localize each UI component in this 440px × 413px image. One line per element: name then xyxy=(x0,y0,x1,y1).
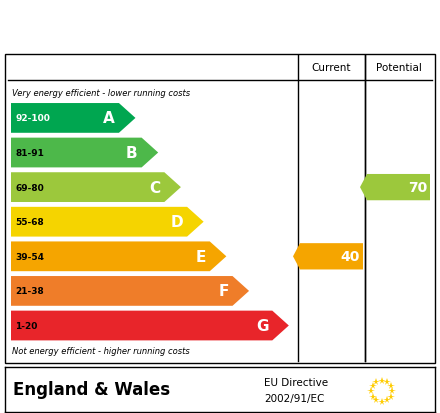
Text: 1-20: 1-20 xyxy=(15,321,37,330)
Text: 21-38: 21-38 xyxy=(15,287,44,296)
Text: 55-68: 55-68 xyxy=(15,218,44,227)
Text: England & Wales: England & Wales xyxy=(13,380,170,398)
Text: 69-80: 69-80 xyxy=(15,183,44,192)
Text: E: E xyxy=(195,249,206,264)
Text: Potential: Potential xyxy=(376,63,422,73)
Polygon shape xyxy=(11,242,226,271)
Polygon shape xyxy=(11,311,289,341)
Text: Not energy efficient - higher running costs: Not energy efficient - higher running co… xyxy=(12,346,190,355)
Text: F: F xyxy=(218,284,228,299)
Text: 70: 70 xyxy=(408,180,427,195)
Text: A: A xyxy=(103,111,115,126)
Text: C: C xyxy=(149,180,160,195)
Polygon shape xyxy=(293,244,363,270)
Text: 40: 40 xyxy=(341,250,360,263)
Polygon shape xyxy=(11,104,136,133)
Text: 92-100: 92-100 xyxy=(15,114,50,123)
Text: EU Directive: EU Directive xyxy=(264,377,328,387)
Polygon shape xyxy=(11,138,158,168)
Text: Energy Efficiency Rating: Energy Efficiency Rating xyxy=(11,16,299,36)
Text: D: D xyxy=(170,215,183,230)
Polygon shape xyxy=(360,175,430,201)
Polygon shape xyxy=(11,207,204,237)
Text: B: B xyxy=(126,146,138,161)
Text: 39-54: 39-54 xyxy=(15,252,44,261)
Text: Very energy efficient - lower running costs: Very energy efficient - lower running co… xyxy=(12,88,190,97)
Text: 81-91: 81-91 xyxy=(15,149,44,158)
Text: 2002/91/EC: 2002/91/EC xyxy=(264,393,324,403)
Polygon shape xyxy=(11,173,181,202)
Text: Current: Current xyxy=(312,63,351,73)
Polygon shape xyxy=(11,276,249,306)
Text: G: G xyxy=(256,318,268,333)
